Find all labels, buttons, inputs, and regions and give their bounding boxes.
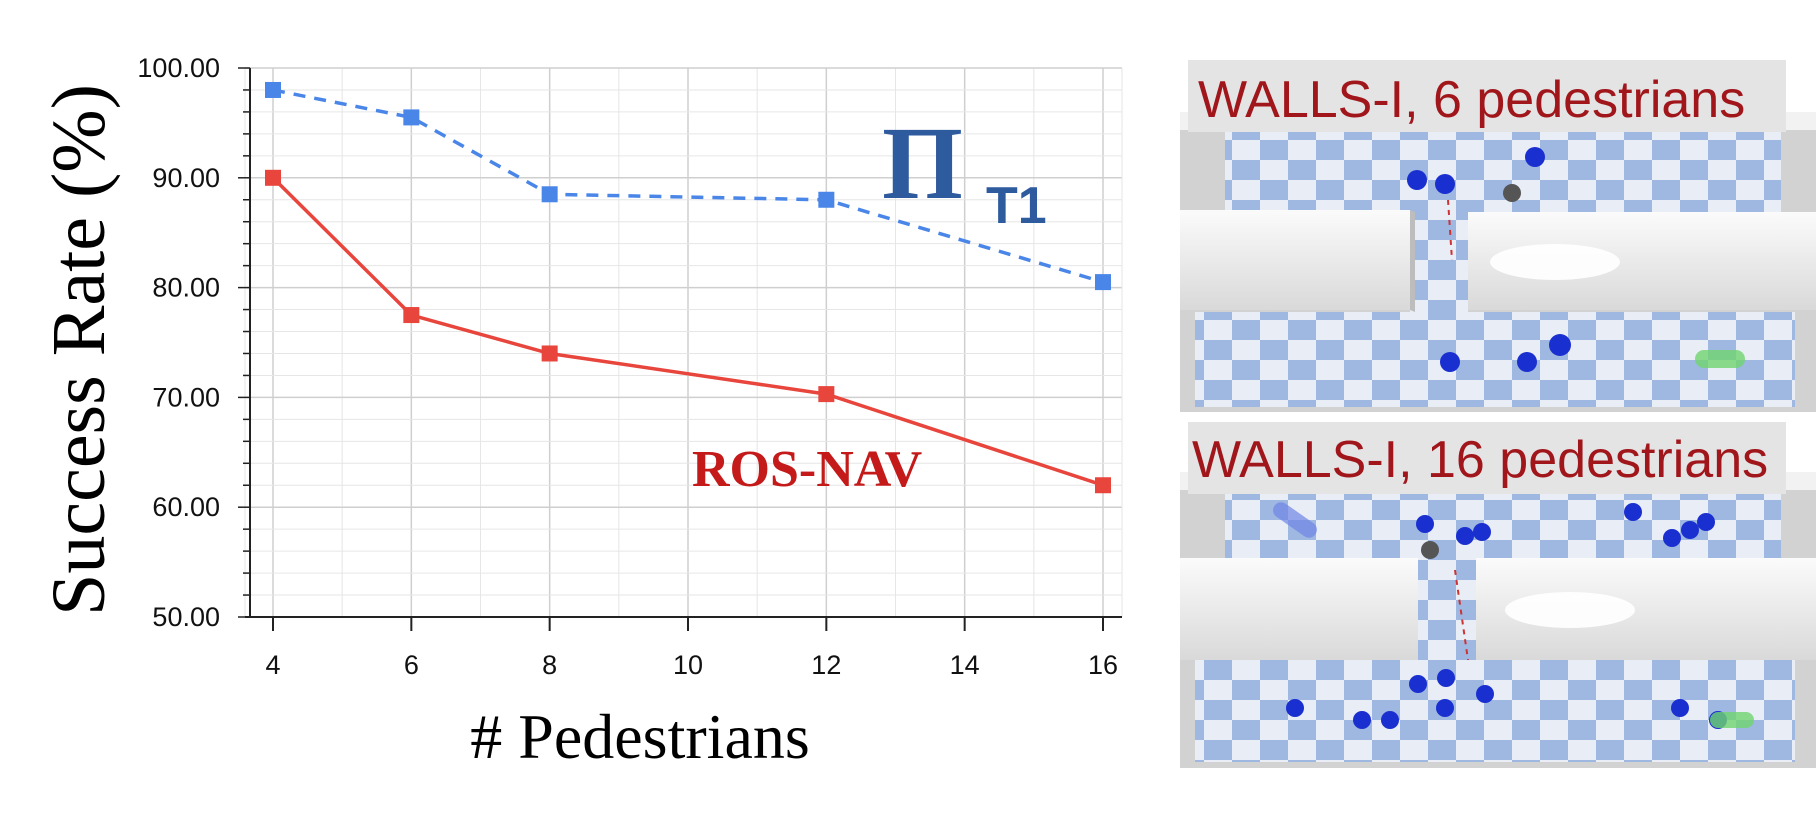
- pedestrian: [1517, 352, 1537, 372]
- wall-left: [1180, 210, 1410, 310]
- floor-bottom: [1195, 312, 1795, 407]
- pedestrian: [1440, 352, 1460, 372]
- panel-title: WALLS-I, 6 pedestrians: [1198, 71, 1745, 129]
- pedestrian: [1416, 515, 1434, 533]
- data-point: [265, 169, 281, 186]
- y-tick-labels: 50.00 60.00 70.00 80.00 90.00 100.00: [137, 53, 220, 632]
- x-tick-labels: 4 6 8 10 12 14 16: [265, 650, 1118, 680]
- pedestrian: [1286, 699, 1304, 717]
- data-point: [265, 81, 281, 98]
- pedestrian: [1697, 513, 1715, 531]
- x-tick-label: 8: [542, 650, 557, 680]
- x-tick-label: 4: [265, 650, 280, 680]
- pedestrian: [1437, 669, 1455, 687]
- goal-marker: [1695, 350, 1745, 368]
- panel-title-box: [1188, 60, 1786, 132]
- pedestrian: [1549, 334, 1571, 356]
- pedestrian: [1681, 521, 1699, 539]
- pedestrian: [1436, 699, 1454, 717]
- series-label-t1: Π T1: [882, 106, 1047, 235]
- wall-highlight: [1505, 592, 1635, 628]
- sim-panel-6-pedestrians: WALLS-I, 6 pedestrians: [1180, 60, 1816, 412]
- pedestrian: [1409, 675, 1427, 693]
- robot: [1421, 541, 1469, 661]
- data-point: [818, 191, 835, 208]
- y-tick-label: 80.00: [152, 273, 220, 303]
- pedestrian: [1381, 711, 1399, 729]
- grid-lines: [244, 67, 1123, 631]
- wall-left-side: [1410, 210, 1415, 312]
- data-point: [403, 109, 420, 126]
- pedestrian: [1473, 523, 1491, 541]
- pedestrians: [1407, 147, 1571, 372]
- pedestrian: [1476, 685, 1494, 703]
- wall-left: [1180, 558, 1418, 660]
- floor-gap: [1410, 212, 1468, 312]
- pedestrian: [1456, 527, 1474, 545]
- pedestrian-motion-trail: [1273, 502, 1317, 538]
- pedestrian: [1407, 170, 1427, 190]
- robot: [1447, 184, 1521, 261]
- x-axis-label: # Pedestrians: [470, 701, 810, 772]
- pedestrian: [1525, 147, 1545, 167]
- panel-title: WALLS-I, 16 pedestrians: [1192, 431, 1768, 489]
- y-tick-label: 90.00: [152, 163, 220, 193]
- data-point: [1095, 274, 1111, 291]
- panel-title-box: [1188, 422, 1786, 494]
- y-tick-label: 60.00: [152, 492, 220, 522]
- wall-highlight: [1490, 244, 1620, 280]
- axes: [238, 67, 1122, 631]
- x-tick-label: 10: [673, 650, 703, 680]
- x-tick-label: 6: [404, 650, 419, 680]
- pedestrian: [1353, 711, 1371, 729]
- x-tick-label: 14: [950, 650, 980, 680]
- data-point: [818, 386, 835, 403]
- series-ros-nav: [265, 169, 1111, 494]
- series-label-t1-sub: T1: [986, 177, 1047, 235]
- pedestrians: [1286, 503, 1727, 729]
- floor-top: [1225, 130, 1781, 212]
- sim-panel-16-pedestrians: WALLS-I, 16 pedestrians: [1180, 422, 1816, 768]
- x-tick-label: 16: [1088, 650, 1118, 680]
- floor-gap: [1418, 560, 1476, 665]
- y-axis-label: Success Rate (%): [37, 84, 121, 616]
- pedestrian: [1663, 529, 1681, 547]
- y-tick-label: 70.00: [152, 382, 220, 412]
- y-tick-label: 50.00: [152, 602, 220, 632]
- data-point: [1095, 477, 1111, 494]
- y-tick-label: 100.00: [137, 53, 220, 83]
- x-tick-label: 12: [811, 650, 841, 680]
- floor-bottom: [1195, 660, 1795, 762]
- line-chart: 50.00 60.00 70.00 80.00 90.00 100.00 4 6 8 10 12 1…: [137, 53, 1123, 680]
- data-point: [403, 307, 420, 324]
- series-label-t1-main: Π: [882, 106, 963, 221]
- pedestrian: [1624, 503, 1642, 521]
- series-t1: [265, 81, 1111, 291]
- series-layer: [265, 81, 1111, 494]
- goal-marker: [1710, 712, 1754, 728]
- pedestrian: [1671, 699, 1689, 717]
- series-label-ros-nav: ROS-NAV: [692, 441, 922, 498]
- pedestrian: [1435, 174, 1455, 194]
- data-point: [541, 186, 558, 203]
- data-point: [541, 345, 558, 362]
